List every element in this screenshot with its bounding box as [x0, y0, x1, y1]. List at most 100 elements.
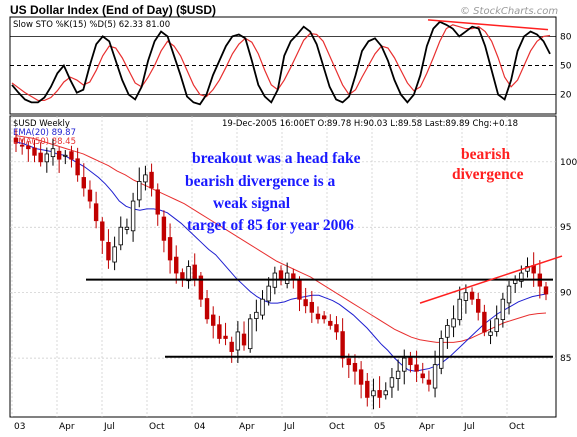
indicator-tick-label: 50	[560, 62, 572, 72]
candle	[69, 145, 74, 168]
candle	[469, 287, 475, 305]
candle	[204, 289, 210, 324]
candle	[56, 146, 62, 173]
candle	[174, 245, 179, 284]
candle	[87, 180, 93, 209]
candle	[494, 305, 499, 337]
candle	[32, 139, 37, 163]
x-tick-label: 05	[374, 422, 385, 432]
candle	[383, 382, 388, 400]
candle	[476, 292, 481, 321]
candle	[463, 284, 469, 314]
x-tick-label: Apr	[419, 422, 435, 432]
x-tick-label: 04	[194, 422, 206, 432]
candle	[93, 191, 99, 229]
price-tick-label: 85	[560, 354, 571, 364]
candle	[358, 361, 364, 399]
candle	[352, 354, 358, 385]
candle	[118, 216, 123, 251]
candle	[371, 378, 376, 410]
candle	[389, 368, 395, 398]
candle	[75, 147, 80, 182]
x-tick-label: Apr	[59, 422, 75, 432]
price-tick-label: 90	[560, 289, 572, 299]
candle	[451, 305, 456, 338]
candle	[445, 319, 450, 349]
candle	[186, 260, 191, 289]
candle	[81, 163, 86, 197]
candle	[44, 147, 50, 173]
candle	[26, 141, 31, 162]
annotation-blue-2: bearish divergence is a	[185, 173, 335, 190]
candle	[13, 129, 19, 152]
x-tick-label: Jul	[103, 422, 115, 432]
candle	[155, 183, 160, 226]
candle	[137, 167, 142, 208]
candle	[63, 150, 68, 165]
candle	[217, 315, 222, 344]
candle	[229, 336, 234, 363]
candle	[254, 299, 259, 332]
indicator-label: Slow STO %K(15) %D(5) 62.33 81.00	[13, 20, 170, 30]
candle	[284, 262, 290, 289]
candle	[241, 321, 247, 351]
candle	[328, 314, 333, 330]
candle	[500, 292, 506, 328]
annotation-blue-3: weak signal	[213, 195, 291, 212]
candle	[395, 359, 401, 391]
ema50-line	[15, 135, 547, 343]
candle	[309, 290, 315, 323]
x-tick-label: Oct	[149, 422, 165, 432]
candle	[106, 229, 111, 269]
candle	[426, 370, 432, 392]
candle	[488, 320, 493, 345]
price-tick-label: 100	[560, 158, 577, 168]
x-tick-label: 03	[14, 422, 25, 432]
annotation-blue-4: target of 85 for year 2006	[187, 217, 354, 234]
indicator-tick-label: 20	[560, 91, 572, 101]
x-tick-label: Oct	[329, 422, 345, 432]
candle	[365, 372, 370, 407]
price-tick-label: 95	[560, 223, 571, 233]
indicator-tick-label: 80	[560, 32, 572, 42]
price-gridlines	[10, 161, 556, 359]
sto-divergence-line	[427, 19, 549, 31]
x-tick-label: Jul	[283, 422, 295, 432]
candle	[315, 306, 321, 324]
watermark: © StockCharts.com	[460, 6, 558, 17]
candle	[260, 290, 265, 320]
annotation-red-1: bearish	[461, 146, 510, 163]
annotation-red-2: divergence	[452, 166, 524, 183]
candle	[38, 142, 43, 167]
candle	[420, 362, 425, 384]
candle	[223, 322, 228, 346]
candle	[266, 277, 271, 306]
candle	[198, 272, 204, 307]
indicator-tick-labels: 80 50 20	[560, 32, 572, 100]
candle	[130, 192, 136, 242]
x-tick-label: Apr	[239, 422, 255, 432]
sto-d-line	[11, 24, 551, 102]
price-divergence-line	[419, 255, 563, 304]
x-axis-tick-labels: 03 Apr Jul Oct 04 Apr Jul Oct 05 Apr Jul Oct	[11, 116, 525, 432]
price-tick-labels: 100 95 90 85	[560, 158, 577, 364]
candle	[543, 281, 549, 301]
candle	[321, 311, 327, 324]
price-info: 19-Dec-2005 16:00ET O:89.78 H:90.03 L:89…	[222, 119, 518, 129]
sto-k-line	[11, 20, 551, 106]
ema20-line	[15, 141, 547, 372]
candle	[124, 218, 130, 235]
candle	[506, 280, 512, 315]
candle	[340, 318, 345, 368]
series-label: $USD Weekly	[13, 119, 70, 129]
candle	[19, 138, 25, 155]
candle	[303, 287, 308, 314]
candle	[247, 314, 253, 353]
candle	[50, 138, 56, 166]
chart-title: US Dollar Index (End of Day) ($USD)	[10, 3, 216, 17]
candle	[402, 349, 407, 385]
candle	[432, 350, 438, 398]
candle	[167, 223, 173, 274]
candle	[112, 236, 117, 271]
ema20-label: EMA(20) 89.87	[13, 128, 76, 138]
